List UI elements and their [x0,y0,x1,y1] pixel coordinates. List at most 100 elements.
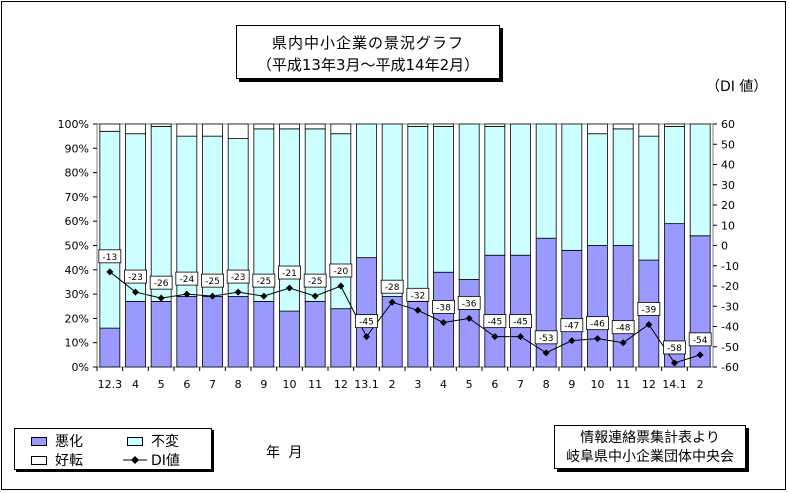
bar-better [587,123,608,135]
legend-label-di: DI値 [151,453,180,469]
y-right-tick-label: -30 [721,300,739,313]
di-point [517,333,524,341]
di-point [337,282,345,290]
di-data-label: -24 [179,275,194,285]
bar-worse [689,235,711,368]
di-data-label: -45 [359,318,374,328]
bar-same [381,123,403,297]
legend-swatch-better [31,456,47,465]
di-label-box [586,316,609,331]
di-label-box [149,275,173,290]
di-point [619,339,627,347]
di-point [132,288,139,296]
bar-better [253,123,275,130]
di-point [260,292,268,300]
di-label-box [380,279,404,294]
bar-better [150,123,172,127]
legend-label-same: 不変 [151,434,179,450]
legend: 悪化 不変 好転 DI値 [14,428,212,470]
x-tick-label: 2 [697,378,704,391]
y-right-tick-label: 60 [721,118,735,131]
chart-title: 県内中小企業の景況グラフ [271,34,464,52]
y-right-tick-label: 40 [721,159,735,172]
bar-worse [253,300,275,368]
y-left-tick-label: 100% [58,118,89,131]
x-tick-label: 8 [235,378,242,391]
y-right-tick-label: 10 [721,219,735,232]
bar-worse [150,300,172,368]
di-data-label: -26 [154,279,169,289]
x-tick-label: 8 [543,378,550,391]
bar-worse [561,249,583,368]
di-point [440,318,447,326]
bar-same [279,128,300,312]
x-tick-label: 6 [491,378,498,391]
di-point [363,333,370,341]
bar-same [99,130,121,329]
di-label-box [534,330,558,345]
bar-worse [304,300,326,368]
bar-same [484,126,506,256]
x-tick-label: 14.1 [662,378,687,391]
bar-worse [356,257,377,368]
di-point [311,292,319,300]
di-label-box [637,302,661,316]
di-data-label: -46 [590,320,605,330]
bar-worse [99,327,121,368]
bar-same [612,128,634,246]
di-label-box [201,273,224,288]
di-point [645,320,653,328]
di-label-box [432,300,455,314]
di-data-label: -20 [333,267,348,277]
bar-better [176,123,198,137]
bar-better [330,123,352,135]
x-tick-label: 7 [517,378,524,391]
bar-same [150,126,172,302]
x-tick-label: 11 [308,378,322,391]
di-label-box [175,271,199,286]
di-label-box [226,269,250,284]
source-box: 情報連絡票集計表より 岐阜県中小企業団体中央会 [554,425,746,469]
x-tick-label: 12 [642,378,656,391]
bar-same [458,123,480,280]
di-label-box [560,318,584,333]
x-tick-label: 12 [334,378,348,391]
y-left-tick-label: 80% [65,167,89,180]
di-point [234,288,242,296]
y-right-tick-label: -50 [721,341,739,354]
x-tick-label: 7 [209,378,216,391]
y-right-tick-label: 30 [721,179,735,192]
bar-better [227,123,249,139]
bar-same [356,123,377,259]
bar-same [561,123,583,251]
di-label-box [457,295,481,310]
di-data-label: -48 [616,324,631,334]
bar-better [304,123,326,130]
di-data-label: -53 [539,334,554,344]
bar-better [407,123,429,127]
di-label-box [611,320,635,335]
bar-worse [227,296,249,368]
di-point [568,337,576,345]
y-right-tick-label: 0 [721,240,728,253]
di-data-label: -45 [513,318,528,328]
di-data-label: -13 [102,253,117,263]
y-right-tick-label: 20 [721,199,735,212]
di-point [671,359,678,367]
di-label-box [252,273,276,288]
legend-label-better: 好転 [55,453,83,469]
y-left-tick-label: 60% [65,215,89,228]
legend-label-worse: 悪化 [55,434,83,450]
bar-same [587,133,608,246]
bar-same [510,123,531,256]
source-line2: 岐阜県中小企業団体中央会 [566,449,734,465]
di-point [696,351,704,359]
y-right-tick-label: 50 [721,138,735,151]
di-point [414,306,422,314]
bar-same [433,126,454,273]
y-right-tick-label: -10 [721,260,739,273]
bar-better [612,123,634,130]
di-label-box [303,273,327,288]
bar-worse [381,296,403,368]
